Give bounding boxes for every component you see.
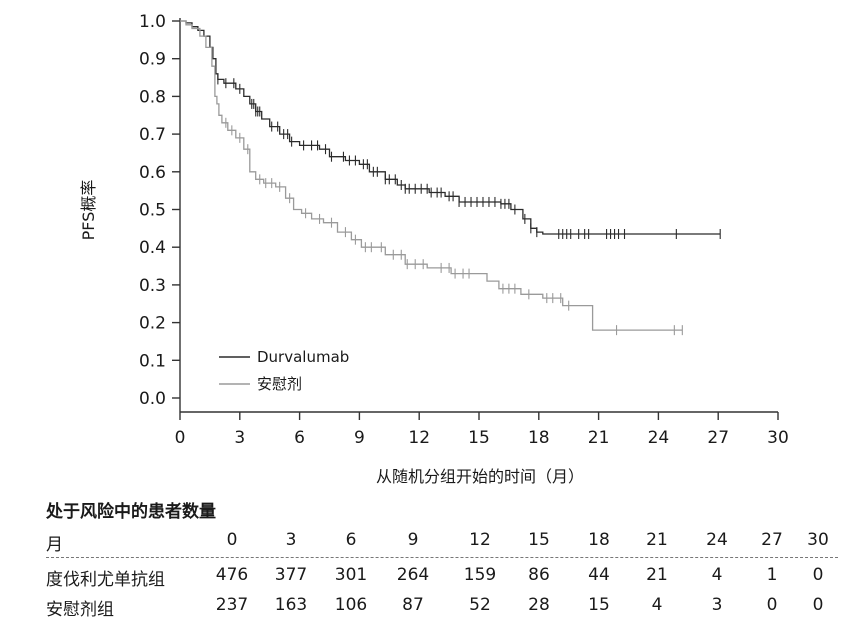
risk-cell: 15 — [588, 595, 610, 615]
x-axis-title: 从随机分组开始的时间（月） — [376, 467, 584, 486]
survival-curves — [180, 20, 721, 336]
y-axis: 0.0 0.1 0.2 0.3 0.4 0.5 0.6 0.7 0.8 0.9 1.0 — [139, 12, 181, 412]
x-tick-label: 6 — [294, 428, 305, 448]
risk-cell: 4 — [651, 595, 663, 615]
y-tick-label: 0.3 — [139, 276, 166, 296]
y-tick-label: 0.8 — [139, 87, 166, 107]
y-tick-label: 0.6 — [139, 163, 166, 183]
risk-header-cell: 18 — [588, 530, 610, 550]
legend-label: Durvalumab — [257, 348, 349, 366]
risk-cell: 0 — [812, 595, 824, 615]
risk-header-label: 月 — [46, 535, 63, 555]
risk-cell: 106 — [334, 595, 368, 615]
risk-cell: 476 — [215, 565, 249, 585]
risk-header-cell: 30 — [807, 530, 829, 550]
risk-cell: 86 — [528, 565, 550, 585]
risk-cell: 159 — [463, 565, 497, 585]
y-tick-label: 0.4 — [139, 238, 166, 258]
risk-header-cell: 27 — [761, 530, 783, 550]
x-tick-label: 18 — [528, 428, 550, 448]
risk-header-cell: 6 — [345, 530, 357, 550]
x-tick-label: 15 — [468, 428, 490, 448]
y-tick-label: 1.0 — [139, 12, 166, 32]
risk-header-cell: 15 — [528, 530, 550, 550]
y-tick-label: 0.0 — [139, 389, 166, 409]
risk-header-cell: 12 — [469, 530, 491, 550]
y-tick-label: 0.2 — [139, 314, 166, 334]
risk-cell: 52 — [469, 595, 491, 615]
legend-label: 安慰剂 — [257, 375, 302, 393]
risk-cell: 28 — [528, 595, 550, 615]
risk-cell: 3 — [711, 595, 723, 615]
risk-cell: 1 — [766, 565, 778, 585]
km-curve-placebo — [180, 20, 683, 331]
censor-marks-durvalumab — [217, 74, 721, 240]
x-tick-label: 21 — [588, 428, 610, 448]
x-tick-label: 3 — [234, 428, 245, 448]
censor-marks-placebo — [225, 117, 683, 336]
risk-cell: 0 — [766, 595, 778, 615]
risk-table-title: 处于风险中的患者数量 — [46, 502, 216, 522]
km-curve-durvalumab — [180, 20, 721, 235]
risk-header-cell: 24 — [706, 530, 728, 550]
risk-table-divider — [46, 557, 838, 558]
y-tick-label: 0.1 — [139, 351, 166, 371]
risk-header-cell: 21 — [646, 530, 668, 550]
risk-cell: 87 — [402, 595, 424, 615]
x-tick-label: 24 — [648, 428, 670, 448]
risk-cell: 163 — [274, 595, 308, 615]
y-tick-label: 0.7 — [139, 125, 166, 145]
risk-header-cell: 9 — [407, 530, 419, 550]
legend: Durvalumab 安慰剂 — [219, 348, 349, 393]
risk-cell: 0 — [812, 565, 824, 585]
y-axis-title: PFS概率 — [79, 180, 98, 241]
risk-header-cell: 0 — [226, 530, 238, 550]
x-tick-label: 9 — [354, 428, 365, 448]
risk-cell: 301 — [334, 565, 368, 585]
risk-cell: 377 — [274, 565, 308, 585]
risk-cell: 21 — [646, 565, 668, 585]
risk-cell: 264 — [396, 565, 430, 585]
x-tick-label: 0 — [175, 428, 186, 448]
x-tick-label: 27 — [707, 428, 729, 448]
risk-cell: 44 — [588, 565, 610, 585]
risk-cell: 237 — [215, 595, 249, 615]
risk-cell: 4 — [711, 565, 723, 585]
risk-row-label: 度伐利尤单抗组 — [46, 570, 165, 590]
risk-header-cell: 3 — [285, 530, 297, 550]
y-tick-label: 0.9 — [139, 50, 166, 70]
x-tick-label: 12 — [408, 428, 430, 448]
x-tick-label: 30 — [767, 428, 789, 448]
x-axis: 0 3 6 9 12 15 18 21 24 27 30 — [175, 411, 789, 448]
risk-row-label: 安慰剂组 — [46, 600, 114, 620]
y-tick-label: 0.5 — [139, 201, 166, 221]
